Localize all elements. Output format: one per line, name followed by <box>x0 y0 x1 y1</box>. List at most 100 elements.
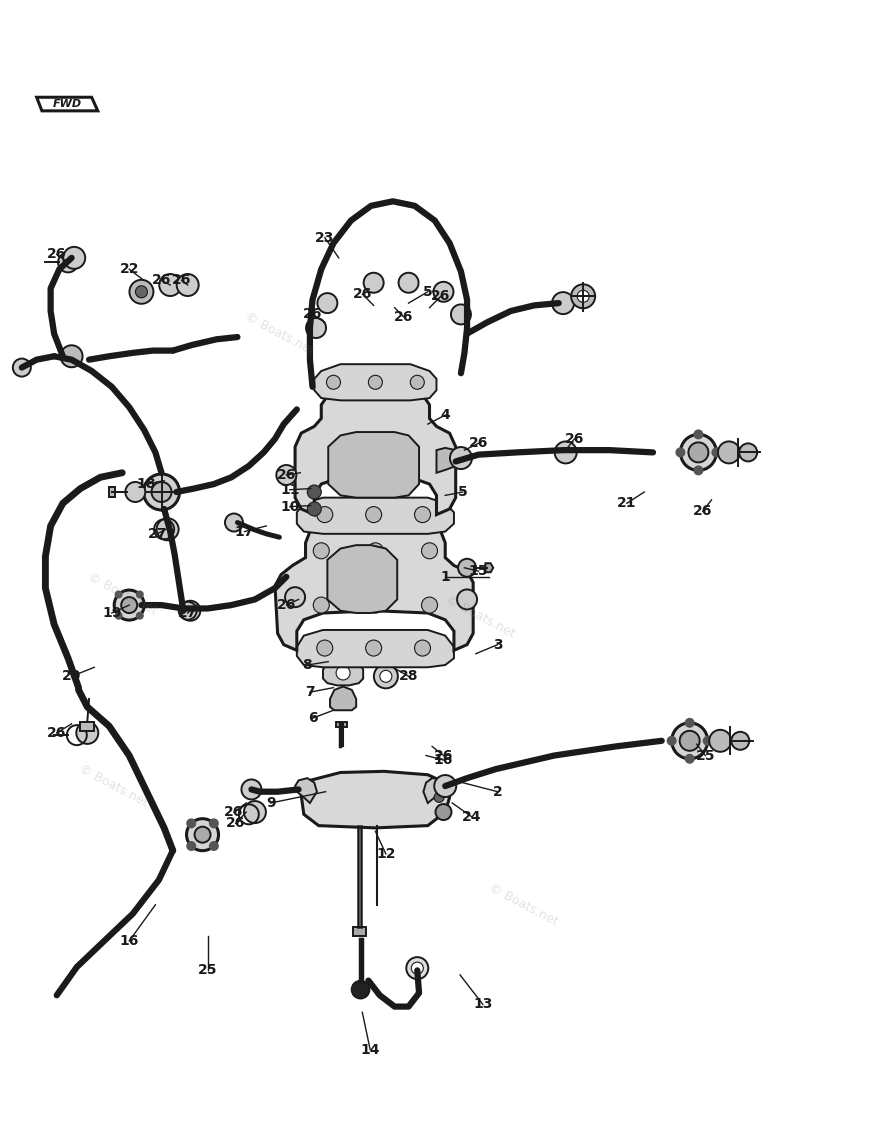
Circle shape <box>366 507 382 523</box>
Text: 26: 26 <box>693 504 712 518</box>
Text: 9: 9 <box>265 796 276 810</box>
Circle shape <box>313 543 329 559</box>
Circle shape <box>711 448 721 457</box>
Polygon shape <box>353 927 366 936</box>
Circle shape <box>554 441 577 464</box>
Text: 1: 1 <box>440 570 450 584</box>
Polygon shape <box>295 387 456 515</box>
Polygon shape <box>80 722 94 731</box>
Text: 5: 5 <box>423 285 433 299</box>
Circle shape <box>415 507 430 523</box>
Circle shape <box>374 664 398 689</box>
Circle shape <box>129 279 154 304</box>
Circle shape <box>399 273 418 293</box>
Text: 26: 26 <box>152 274 171 287</box>
Circle shape <box>76 722 99 744</box>
Circle shape <box>159 274 182 296</box>
Text: 19: 19 <box>102 606 121 620</box>
Text: © Boats.net: © Boats.net <box>86 570 159 618</box>
Circle shape <box>318 293 337 313</box>
Circle shape <box>552 292 574 314</box>
Circle shape <box>434 793 444 802</box>
Circle shape <box>114 590 122 598</box>
Circle shape <box>242 779 261 800</box>
Circle shape <box>693 430 704 440</box>
Text: © Boats.net: © Boats.net <box>487 881 560 929</box>
Text: 3: 3 <box>492 638 503 651</box>
Circle shape <box>277 465 296 485</box>
Circle shape <box>684 753 695 763</box>
Polygon shape <box>323 659 363 685</box>
Circle shape <box>680 434 717 470</box>
Text: 26: 26 <box>277 598 296 612</box>
Circle shape <box>676 448 685 457</box>
Text: 12: 12 <box>376 847 395 861</box>
Text: 23: 23 <box>315 231 334 244</box>
Text: 16: 16 <box>120 934 139 948</box>
Text: 26: 26 <box>431 290 450 303</box>
Circle shape <box>703 736 712 745</box>
Text: 26: 26 <box>172 274 191 287</box>
Text: 26: 26 <box>434 749 453 762</box>
Circle shape <box>422 597 437 613</box>
Circle shape <box>285 587 305 607</box>
Text: 26: 26 <box>469 437 488 450</box>
Polygon shape <box>327 545 397 613</box>
Circle shape <box>364 273 383 293</box>
Text: 16: 16 <box>434 753 453 767</box>
Circle shape <box>181 601 200 621</box>
Circle shape <box>450 447 472 469</box>
Circle shape <box>136 612 144 620</box>
Text: 8: 8 <box>302 658 313 672</box>
Circle shape <box>186 819 196 828</box>
Polygon shape <box>37 97 98 111</box>
Circle shape <box>135 286 148 297</box>
Circle shape <box>451 304 471 325</box>
Polygon shape <box>314 364 436 400</box>
Text: 4: 4 <box>440 408 450 422</box>
Text: 5: 5 <box>457 485 468 499</box>
Text: 21: 21 <box>617 497 636 510</box>
Text: 7: 7 <box>305 685 315 699</box>
Circle shape <box>143 474 180 510</box>
Circle shape <box>406 957 429 979</box>
Text: 6: 6 <box>307 711 318 725</box>
Text: 11: 11 <box>280 483 299 497</box>
Circle shape <box>366 640 382 656</box>
Circle shape <box>209 841 219 851</box>
Text: 26: 26 <box>47 726 66 740</box>
Circle shape <box>327 375 340 389</box>
Text: © Boats.net: © Boats.net <box>443 593 517 640</box>
Circle shape <box>225 513 243 532</box>
Circle shape <box>368 543 383 559</box>
Circle shape <box>436 804 451 820</box>
Circle shape <box>380 671 392 682</box>
Text: 26: 26 <box>565 432 584 446</box>
Circle shape <box>709 729 732 752</box>
Polygon shape <box>301 771 450 828</box>
Polygon shape <box>423 778 445 803</box>
Circle shape <box>187 819 218 851</box>
Circle shape <box>411 962 423 974</box>
Circle shape <box>244 801 266 823</box>
Circle shape <box>680 731 699 751</box>
Circle shape <box>458 559 476 577</box>
Circle shape <box>693 465 704 475</box>
Text: © Boats.net: © Boats.net <box>243 310 316 357</box>
Circle shape <box>415 640 430 656</box>
Circle shape <box>136 590 144 598</box>
Text: © Boats.net: © Boats.net <box>77 762 150 810</box>
Circle shape <box>186 841 196 851</box>
Circle shape <box>152 482 171 502</box>
Circle shape <box>317 640 333 656</box>
Polygon shape <box>295 778 317 803</box>
Circle shape <box>732 732 749 750</box>
Circle shape <box>571 284 595 309</box>
Text: 25: 25 <box>198 964 217 977</box>
Circle shape <box>156 518 179 541</box>
Circle shape <box>422 543 437 559</box>
Text: 13: 13 <box>473 998 492 1011</box>
Circle shape <box>457 589 477 610</box>
Circle shape <box>307 485 321 499</box>
Text: 17: 17 <box>235 525 254 538</box>
